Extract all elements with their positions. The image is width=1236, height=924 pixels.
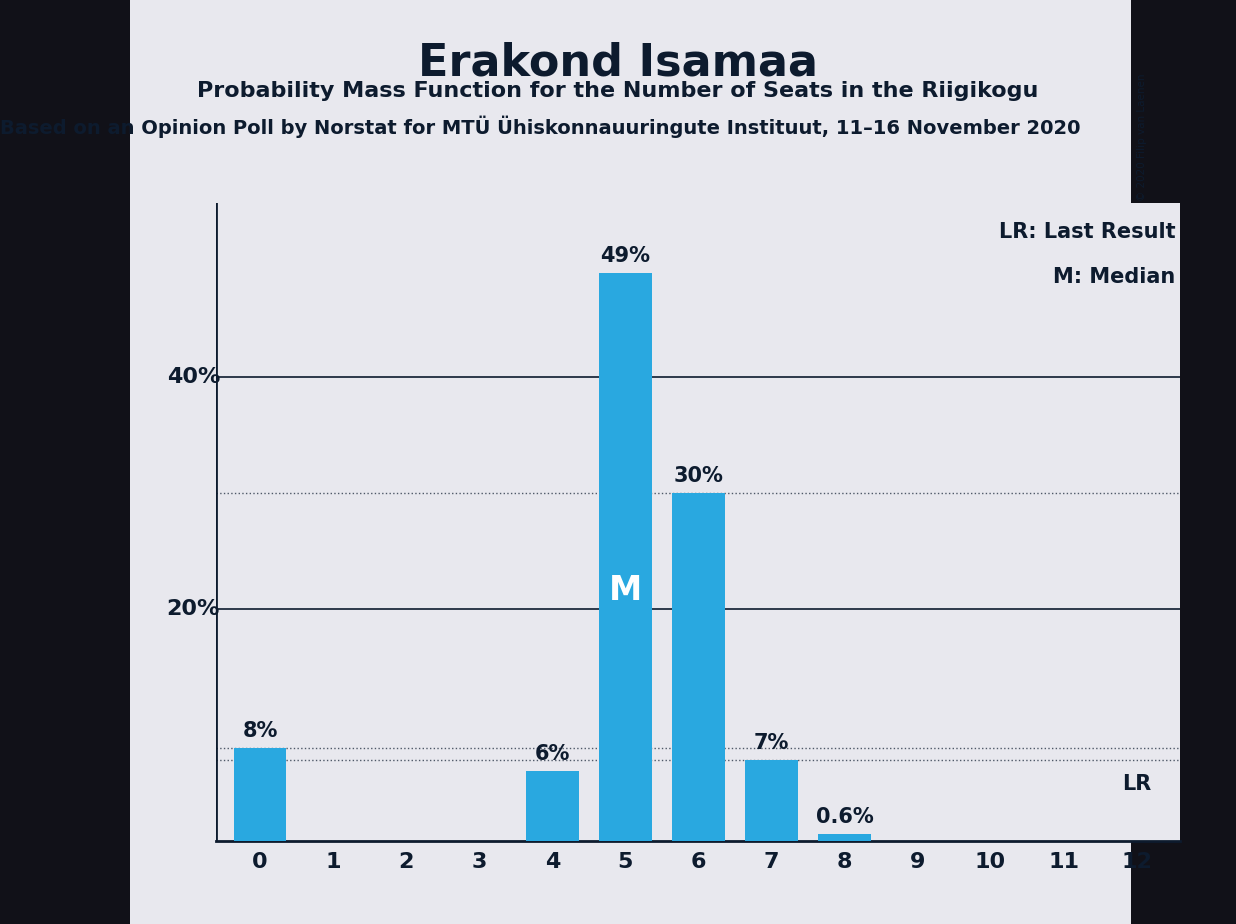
Text: 49%: 49%: [601, 246, 650, 266]
Bar: [745, 760, 797, 841]
Text: 40%: 40%: [167, 367, 220, 387]
Text: © 2020 Filip van Laenen: © 2020 Filip van Laenen: [1137, 74, 1147, 201]
Text: M: Median: M: Median: [1053, 267, 1175, 287]
Text: Probability Mass Function for the Number of Seats in the Riigikogu: Probability Mass Function for the Number…: [198, 81, 1038, 102]
Text: 6%: 6%: [535, 745, 570, 764]
Text: LR: Last Result: LR: Last Result: [999, 223, 1175, 242]
Bar: [234, 748, 287, 841]
Text: 30%: 30%: [674, 466, 723, 486]
Text: Based on an Opinion Poll by Norstat for MTÜ Ühiskonnauuringute Instituut, 11–16 : Based on an Opinion Poll by Norstat for …: [0, 116, 1080, 138]
Text: M: M: [608, 575, 641, 607]
Text: LR: LR: [1122, 774, 1151, 795]
Text: 8%: 8%: [242, 721, 278, 741]
Bar: [599, 273, 651, 841]
Text: Erakond Isamaa: Erakond Isamaa: [418, 42, 818, 85]
Bar: [818, 833, 870, 841]
Text: 7%: 7%: [754, 733, 789, 753]
Bar: [527, 772, 578, 841]
Text: 0.6%: 0.6%: [816, 807, 874, 827]
Bar: [672, 493, 724, 841]
Text: 20%: 20%: [167, 599, 220, 619]
